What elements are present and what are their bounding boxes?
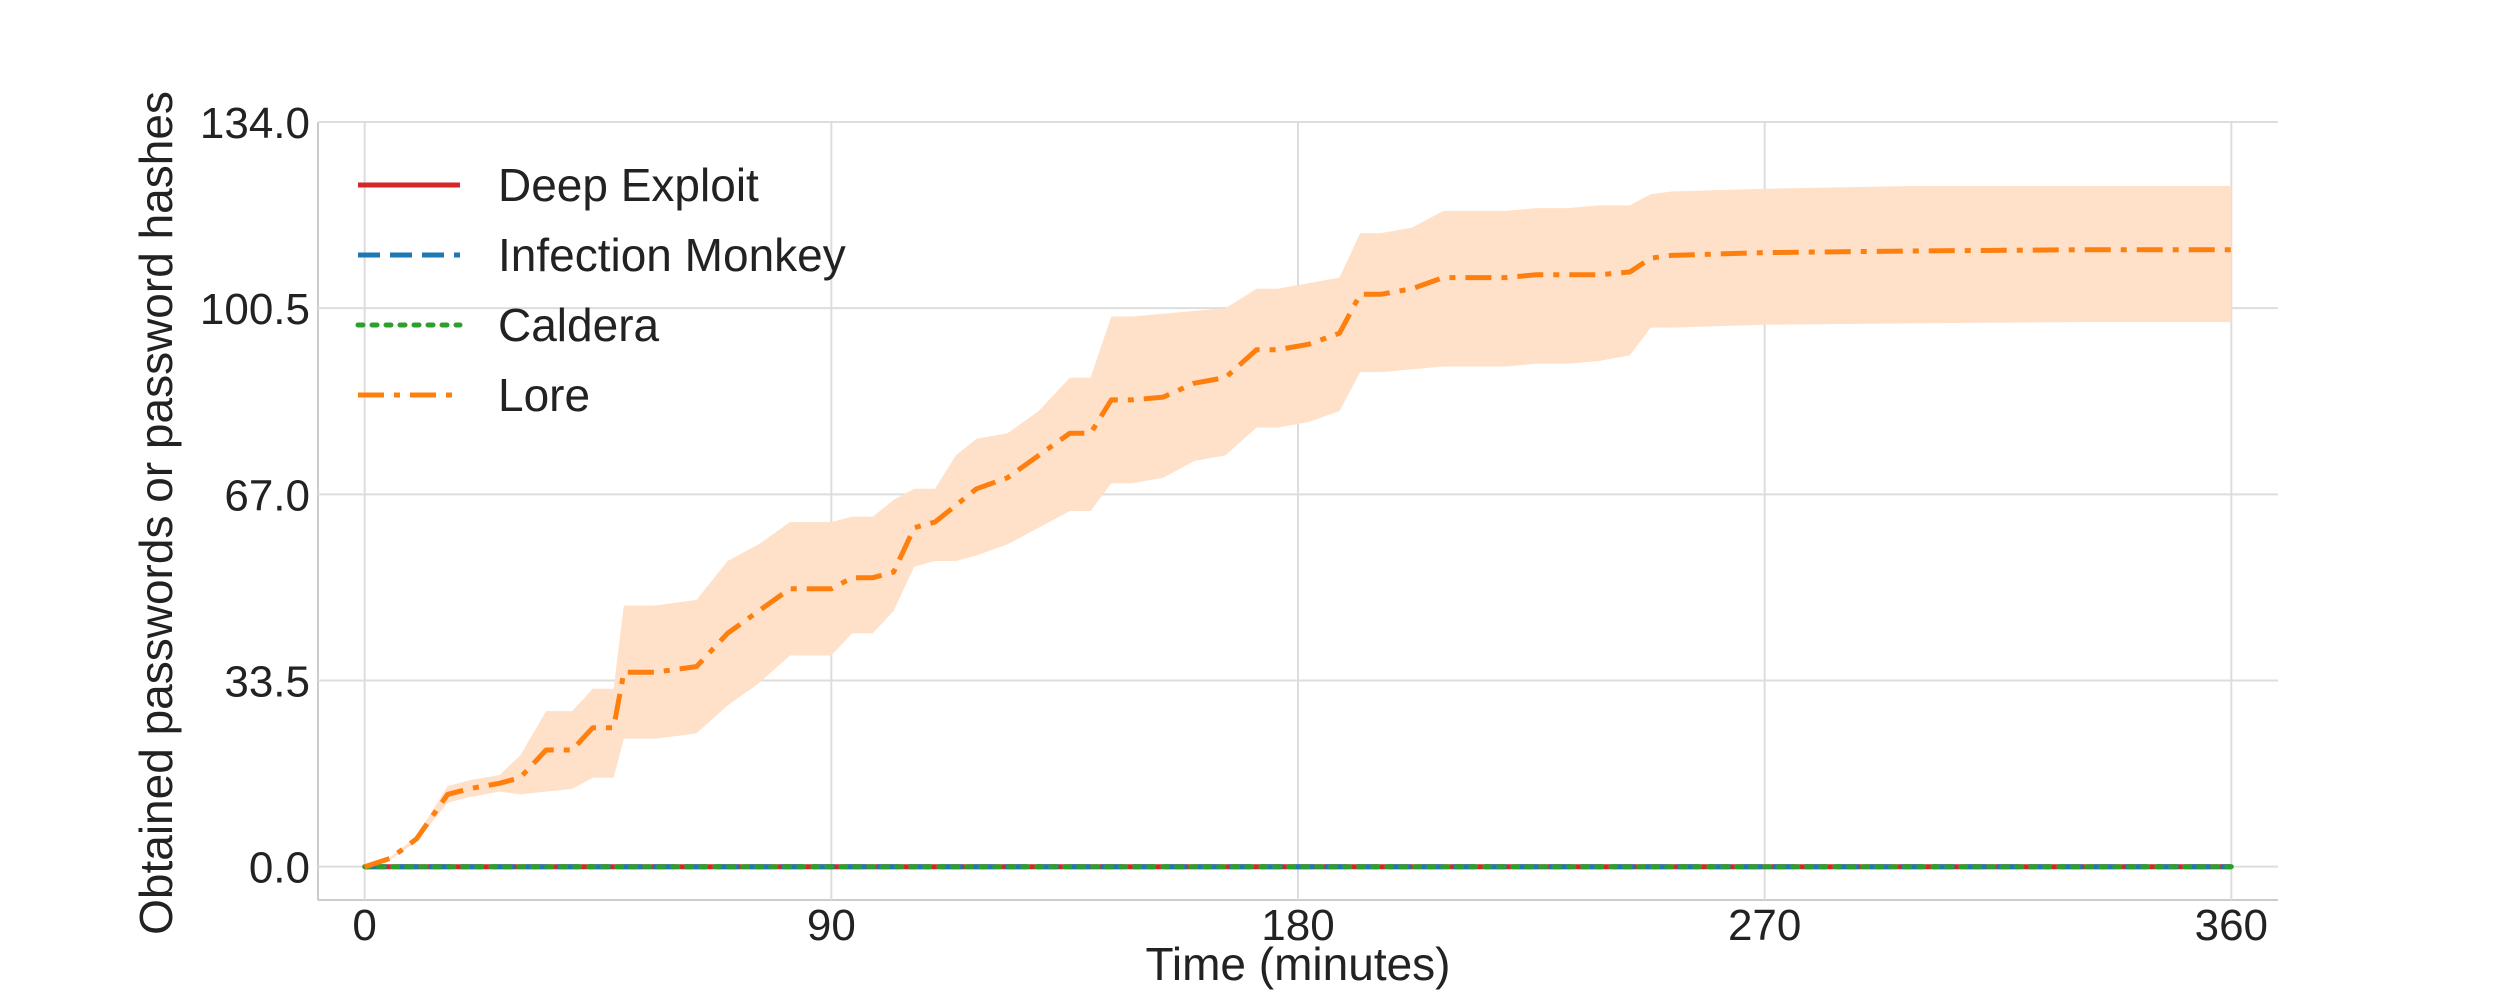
x-tick-label: 0 bbox=[352, 901, 376, 950]
legend-label: Caldera bbox=[498, 299, 660, 351]
x-tick-label: 360 bbox=[2195, 901, 2268, 950]
legend-label: Infection Monkey bbox=[498, 229, 846, 281]
y-tick-label: 100.5 bbox=[200, 285, 310, 334]
series-lines bbox=[362, 247, 2234, 870]
y-tick-label: 0.0 bbox=[249, 844, 310, 893]
x-tick-label: 180 bbox=[1261, 901, 1334, 950]
legend-label: Lore bbox=[498, 369, 590, 421]
y-axis-title: Obtained passwords or password hashes bbox=[130, 91, 182, 935]
tick-labels: 0.0 33.5 67.0 100.5 134.0 0 90 180 270 360 bbox=[200, 99, 2268, 950]
y-tick-label: 67.0 bbox=[224, 471, 310, 520]
legend: Deep Exploit Infection Monkey Caldera Lore bbox=[355, 159, 846, 421]
x-tick-label: 90 bbox=[807, 901, 856, 950]
series-line-lore bbox=[363, 247, 2232, 870]
confidence-band-lore bbox=[364, 185, 2232, 867]
confidence-bands bbox=[364, 185, 2232, 867]
y-tick-label: 134.0 bbox=[200, 99, 310, 148]
x-tick-label: 270 bbox=[1728, 901, 1801, 950]
legend-label: Deep Exploit bbox=[498, 159, 759, 211]
x-axis-title: Time (minutes) bbox=[1146, 938, 1451, 990]
y-tick-label: 33.5 bbox=[224, 657, 310, 706]
